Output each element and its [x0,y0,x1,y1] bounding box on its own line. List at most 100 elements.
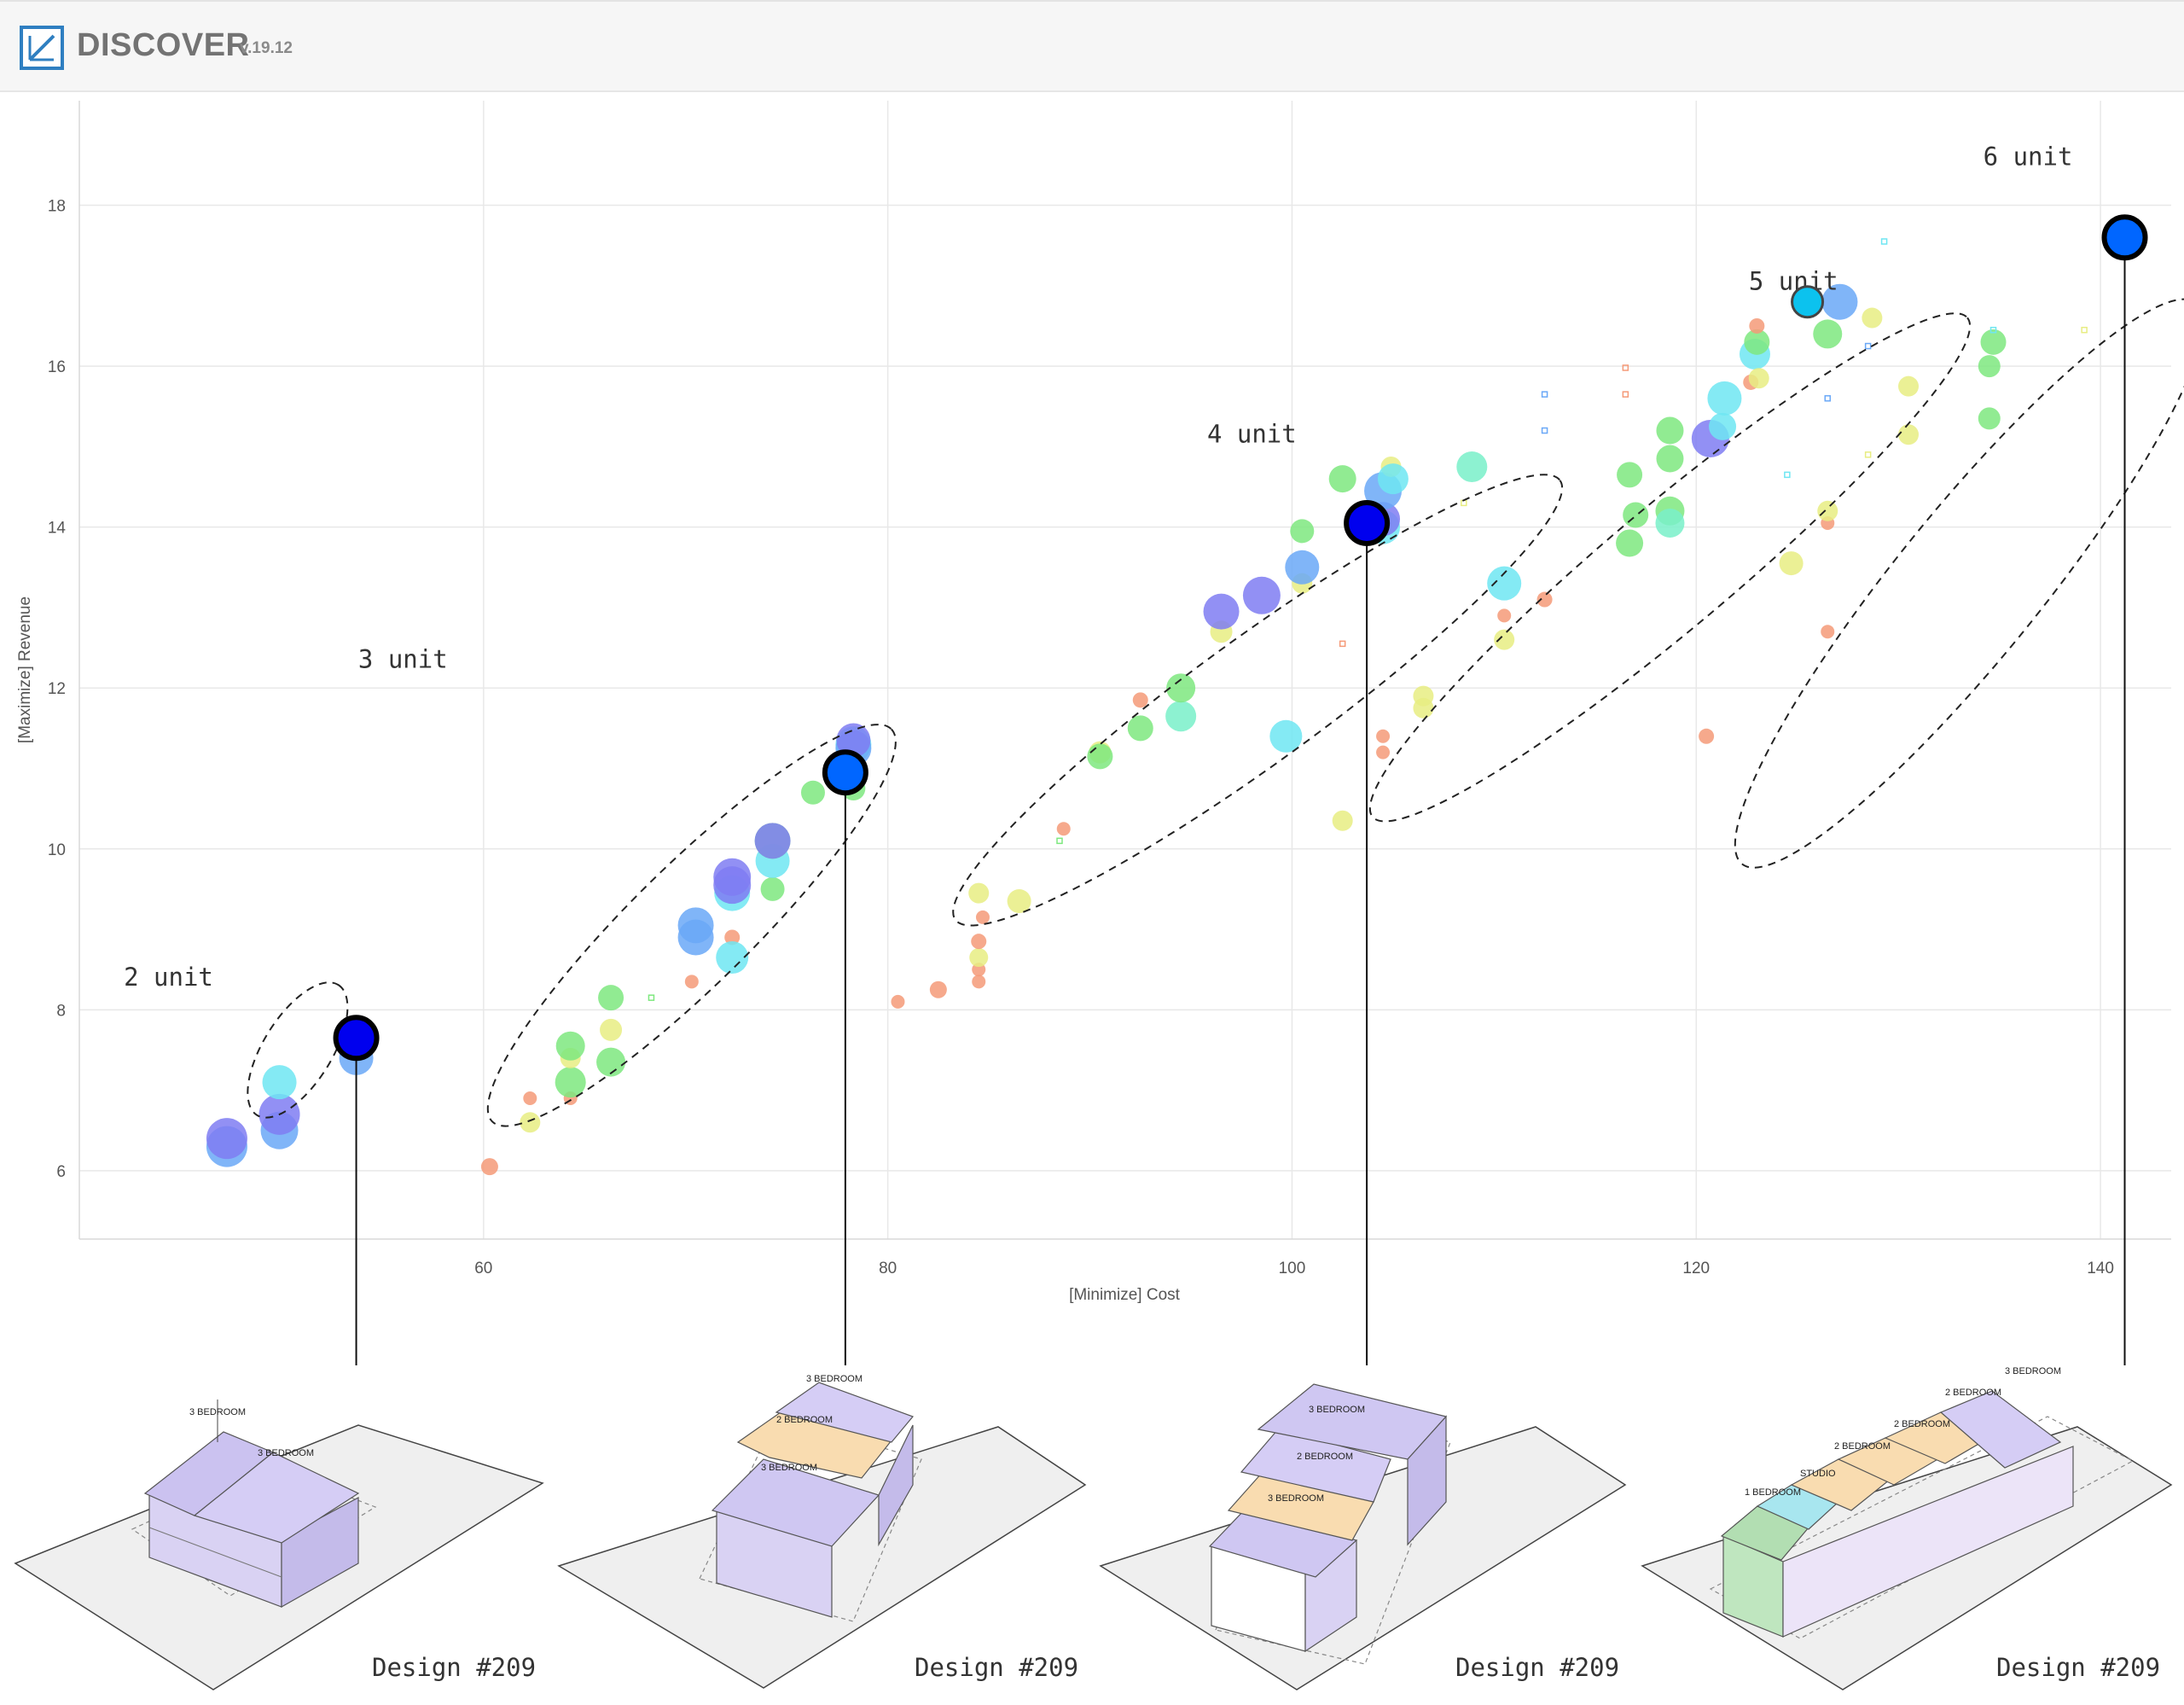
grid-lines [79,101,2171,1239]
x-tick-label: 120 [1682,1260,1710,1277]
design-label: Design #209 [915,1653,1079,1682]
data-point [1699,728,1715,744]
data-point [713,858,752,896]
y-tick-label: 14 [48,520,67,538]
y-tick-label: 16 [48,358,66,376]
data-point [1622,364,1629,371]
data-point [1821,283,1858,320]
y-tick-label: 8 [56,1002,66,1020]
y-tick-label: 10 [48,841,66,859]
data-point [1749,317,1765,334]
data-point [1339,640,1346,648]
selected-design-point[interactable] [333,1015,380,1062]
data-point [1541,427,1548,434]
design-model-4-unit: 3 BEDROOM 2 BEDROOM 3 BEDROOM [1099,1383,1627,1690]
data-point [800,780,825,805]
data-point [648,994,655,1001]
room-label: 2 BEDROOM [1945,1388,2001,1398]
data-point [724,929,741,946]
data-point [1494,629,1515,650]
room-label: 2 BEDROOM [1297,1452,1353,1462]
cluster-ellipse [247,981,349,1119]
x-tick-label: 60 [474,1260,492,1277]
data-point [596,1047,626,1077]
x-tick-label: 80 [879,1260,897,1277]
app-header: DISCOVER v.19.12 [0,0,2184,92]
data-point [1056,822,1071,836]
data-point [1377,463,1409,495]
data-point [1821,625,1835,639]
cluster-label: 3 unit [358,645,448,674]
data-point [1166,673,1196,703]
app-version: v.19.12 [240,39,293,57]
data-point [677,907,714,944]
y-tick-label: 18 [48,198,66,216]
data-point [1087,743,1113,770]
data-point [1898,424,1920,445]
data-point [1622,391,1629,398]
y-tick-label: 12 [48,680,66,698]
cluster-ellipses: 2 unit 3 unit 4 unit 5 unit 6 unit [124,142,2184,1127]
x-axis-title: [Minimize] Cost [1069,1286,1181,1304]
data-point [1165,701,1197,732]
room-label: 2 BEDROOM [1894,1419,1950,1429]
cluster-label: 5 unit [1749,267,1838,296]
data-point [600,1018,623,1041]
data-point [1656,445,1684,473]
tick-labels: 60 80 100 120 140 6 8 10 12 14 16 18 [48,198,2114,1277]
data-point [1978,407,2001,430]
cluster-label: 6 unit [1984,142,2073,171]
data-point [1497,608,1512,623]
data-point [1127,715,1153,742]
data-point [555,1031,585,1061]
design-model-2-unit: 3 BEDROOM 3 BEDROOM [14,1399,544,1690]
house-roof-middle [736,1411,893,1479]
room-label: 3 BEDROOM [761,1463,817,1473]
room-label: 3 BEDROOM [258,1448,314,1458]
data-point [1536,591,1553,608]
data-point [1989,326,1997,334]
leader-lines [355,237,2126,1365]
data-point [1744,329,1770,355]
data-point [1007,889,1031,914]
data-point [684,975,699,989]
house-wall-right [281,1497,359,1609]
selected-design-point[interactable] [1344,499,1391,546]
app-name: DISCOVER [77,27,250,63]
design-label: Design #209 [1455,1653,1620,1682]
data-point [1779,551,1804,576]
cluster-label: 2 unit [124,963,213,992]
data-point [2081,326,2088,334]
room-label: STUDIO [1800,1469,1836,1479]
data-point [1413,685,1434,707]
cluster-ellipse [952,474,1564,927]
design-label: Design #209 [372,1653,537,1682]
house-roof-bottom [1208,1508,1358,1578]
room-label: 1 BEDROOM [1745,1487,1801,1498]
house-roof-upper-middle [1240,1429,1391,1503]
design-model-3-unit: 3 BEDROOM 2 BEDROOM 3 BEDROOM [557,1374,1087,1689]
axes [78,101,2171,1240]
data-point [1376,745,1391,759]
room-label: 2 BEDROOM [1834,1441,1891,1452]
data-point [1541,391,1548,398]
selected-design-point[interactable] [1791,285,1825,319]
building-front-wall [1782,1446,2074,1638]
data-point [716,941,749,975]
data-point [975,910,990,924]
data-point [598,985,624,1011]
data-point [1203,593,1240,630]
house-roof-top [775,1382,915,1443]
selected-design-point[interactable] [822,749,868,796]
data-point [1656,416,1684,445]
selected-design-point[interactable] [2101,214,2148,261]
x-tick-label: 100 [1279,1260,1306,1277]
data-point [1824,395,1832,402]
data-point [972,975,986,989]
data-point [1880,238,1888,245]
selected-points [333,214,2148,1062]
data-point [262,1065,297,1100]
data-point [754,823,791,859]
data-point [1290,519,1315,544]
data-point [1813,319,1843,349]
